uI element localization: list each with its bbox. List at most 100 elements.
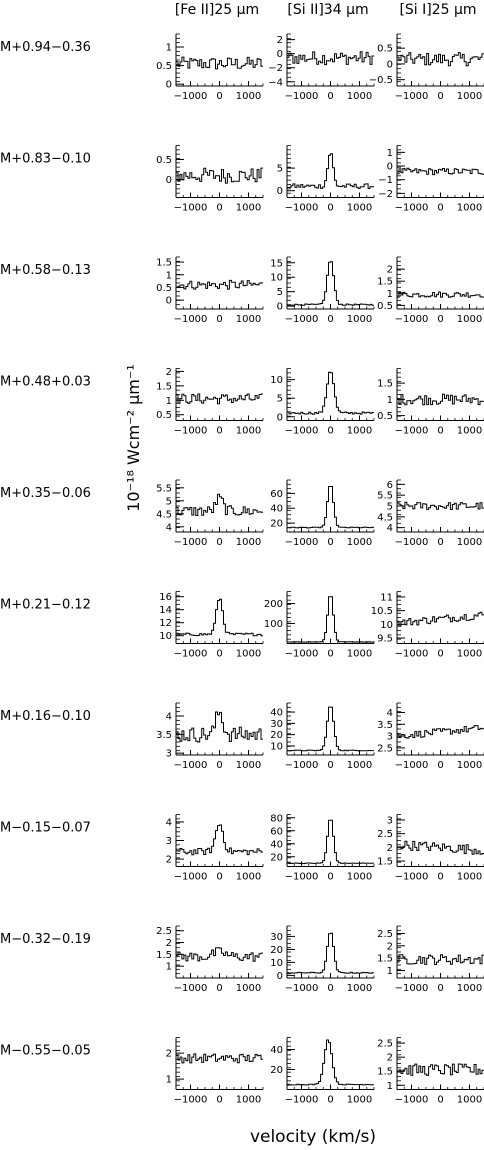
y-tick-label: 9.5 xyxy=(377,634,393,645)
x-tick-label: 0 xyxy=(216,1095,222,1106)
x-tick-label: 1000 xyxy=(457,649,482,660)
y-tick-label: 1.5 xyxy=(377,954,393,965)
row-label: M+0.21−0.12 xyxy=(0,598,91,613)
spectrum-series-line xyxy=(287,596,374,643)
y-tick-label: 1 xyxy=(166,1075,172,1086)
spectrum-panel: −4 −2 0 2 −1000 0 1000 xyxy=(268,33,375,102)
y-tick-label: 15 xyxy=(270,258,283,269)
y-tick-label: 10 xyxy=(159,631,172,642)
y-tick-label: 5 xyxy=(166,496,172,507)
x-tick-label: −1000 xyxy=(285,1095,319,1106)
y-tick-label: 5 xyxy=(277,164,283,175)
spectrum-panel: 20 40 −1000 0 1000 xyxy=(270,1037,375,1106)
x-tick-label: 0 xyxy=(327,314,333,325)
y-tick-label: 0 xyxy=(166,175,172,186)
y-tick-label: 1 xyxy=(166,396,172,407)
x-tick-label: −1000 xyxy=(285,426,319,437)
y-tick-label: 14 xyxy=(159,605,172,616)
x-tick-label: −1000 xyxy=(395,760,429,771)
y-tick-label: 10 xyxy=(270,375,283,386)
x-tick-label: 1000 xyxy=(347,426,372,437)
y-tick-label: 5.5 xyxy=(377,491,393,502)
row-label: M−0.32−0.19 xyxy=(0,932,91,947)
x-tick-label: −1000 xyxy=(395,426,429,437)
x-tick-label: −1000 xyxy=(285,649,319,660)
x-tick-label: 1000 xyxy=(347,537,372,548)
x-tick-label: 1000 xyxy=(236,314,261,325)
x-tick-label: 1000 xyxy=(236,426,261,437)
y-tick-label: 2 xyxy=(387,265,393,276)
y-tick-label: 1 xyxy=(387,1081,393,1092)
x-tick-label: 1000 xyxy=(457,983,482,994)
x-tick-label: 1000 xyxy=(347,872,372,883)
spectrum-panel: 3 3.5 4 −1000 0 1000 xyxy=(156,702,264,771)
x-tick-label: 1000 xyxy=(236,649,261,660)
y-tick-label: 1 xyxy=(166,270,172,281)
y-tick-label: 10 xyxy=(380,620,393,631)
spectrum-panel: 100 200 −1000 0 1000 xyxy=(264,591,375,660)
y-tick-label: 0.5 xyxy=(377,44,393,55)
y-tick-label: −0.5 xyxy=(369,75,393,86)
y-tick-label: 3.5 xyxy=(377,720,393,731)
y-tick-label: 40 xyxy=(270,708,283,719)
spectrum-panel: 00.511.5−1000 0 1000 xyxy=(156,256,264,325)
spectrum-series-line xyxy=(176,279,263,290)
spectrum-series-line xyxy=(287,153,374,189)
x-tick-label: −1000 xyxy=(395,983,429,994)
row-label: M+0.16−0.10 xyxy=(0,709,91,724)
spectrum-panel: 10 12 14 16 −1000 0 1000 xyxy=(159,591,264,660)
y-tick-label: 6 xyxy=(387,480,393,491)
y-tick-label: 1.5 xyxy=(156,258,172,269)
x-tick-label: −1000 xyxy=(174,760,208,771)
column-headers: [Fe II]25 μm [Si II]34 μm [Si I]25 μm xyxy=(175,2,477,18)
x-tick-label: −1000 xyxy=(395,537,429,548)
y-tick-label: 0.5 xyxy=(377,301,393,312)
x-tick-label: 0 xyxy=(437,203,443,214)
y-tick-label: 3 xyxy=(387,815,393,826)
y-tick-label: 30 xyxy=(270,932,283,943)
x-tick-label: 1000 xyxy=(347,983,372,994)
spectrum-panel: 2.533.54 −1000 0 1000 xyxy=(377,702,484,771)
x-tick-label: 0 xyxy=(327,983,333,994)
x-tick-label: −1000 xyxy=(174,426,208,437)
y-tick-label: 5 xyxy=(277,287,283,298)
y-tick-label: −2 xyxy=(268,63,283,74)
y-tick-label: 1 xyxy=(166,962,172,973)
y-tick-label: 1 xyxy=(387,966,393,977)
row-label: M+0.48+0.03 xyxy=(0,375,91,390)
y-tick-label: 11 xyxy=(380,592,393,603)
y-tick-label: 0 xyxy=(277,971,283,982)
spectrum-panel: 11.522.5−1000 0 1000 xyxy=(156,925,264,994)
y-tick-label: 2.5 xyxy=(377,929,393,940)
row-label: M−0.15−0.07 xyxy=(0,821,91,836)
y-tick-label: 2 xyxy=(277,35,283,46)
spectrum-series-line xyxy=(397,611,484,627)
y-tick-label: 0 xyxy=(166,80,172,91)
spectrum-panel: 11.522.5−1000 0 1000 xyxy=(377,1037,484,1106)
x-tick-label: −1000 xyxy=(174,872,208,883)
y-tick-label: 4.5 xyxy=(156,509,172,520)
x-tick-label: 0 xyxy=(327,649,333,660)
spectrum-panel: 9.5 10 10.5 11 −1000 0 1000 xyxy=(371,591,484,660)
x-tick-label: −1000 xyxy=(395,203,429,214)
y-tick-label: 4 xyxy=(166,817,172,828)
x-tick-label: 0 xyxy=(216,872,222,883)
x-tick-label: 1000 xyxy=(347,91,372,102)
y-tick-label: 40 xyxy=(270,1045,283,1056)
spectrum-series-line xyxy=(397,167,484,176)
x-tick-label: −1000 xyxy=(174,203,208,214)
x-tick-label: 0 xyxy=(437,649,443,660)
y-tick-label: 0.5 xyxy=(156,283,172,294)
x-tick-label: 0 xyxy=(437,91,443,102)
x-tick-label: −1000 xyxy=(395,872,429,883)
x-tick-label: −1000 xyxy=(285,872,319,883)
y-tick-label: 1 xyxy=(387,395,393,406)
y-axis-label: 10⁻¹⁸ Wcm⁻² μm⁻¹ xyxy=(124,364,143,512)
x-tick-label: −1000 xyxy=(285,760,319,771)
y-tick-label: 80 xyxy=(270,813,283,824)
spectrum-panel: 11.522.5−1000 0 1000 xyxy=(377,925,484,994)
spectrum-panel: 05−1000 0 1000 xyxy=(277,145,375,214)
spectrum-series-line xyxy=(287,932,374,974)
